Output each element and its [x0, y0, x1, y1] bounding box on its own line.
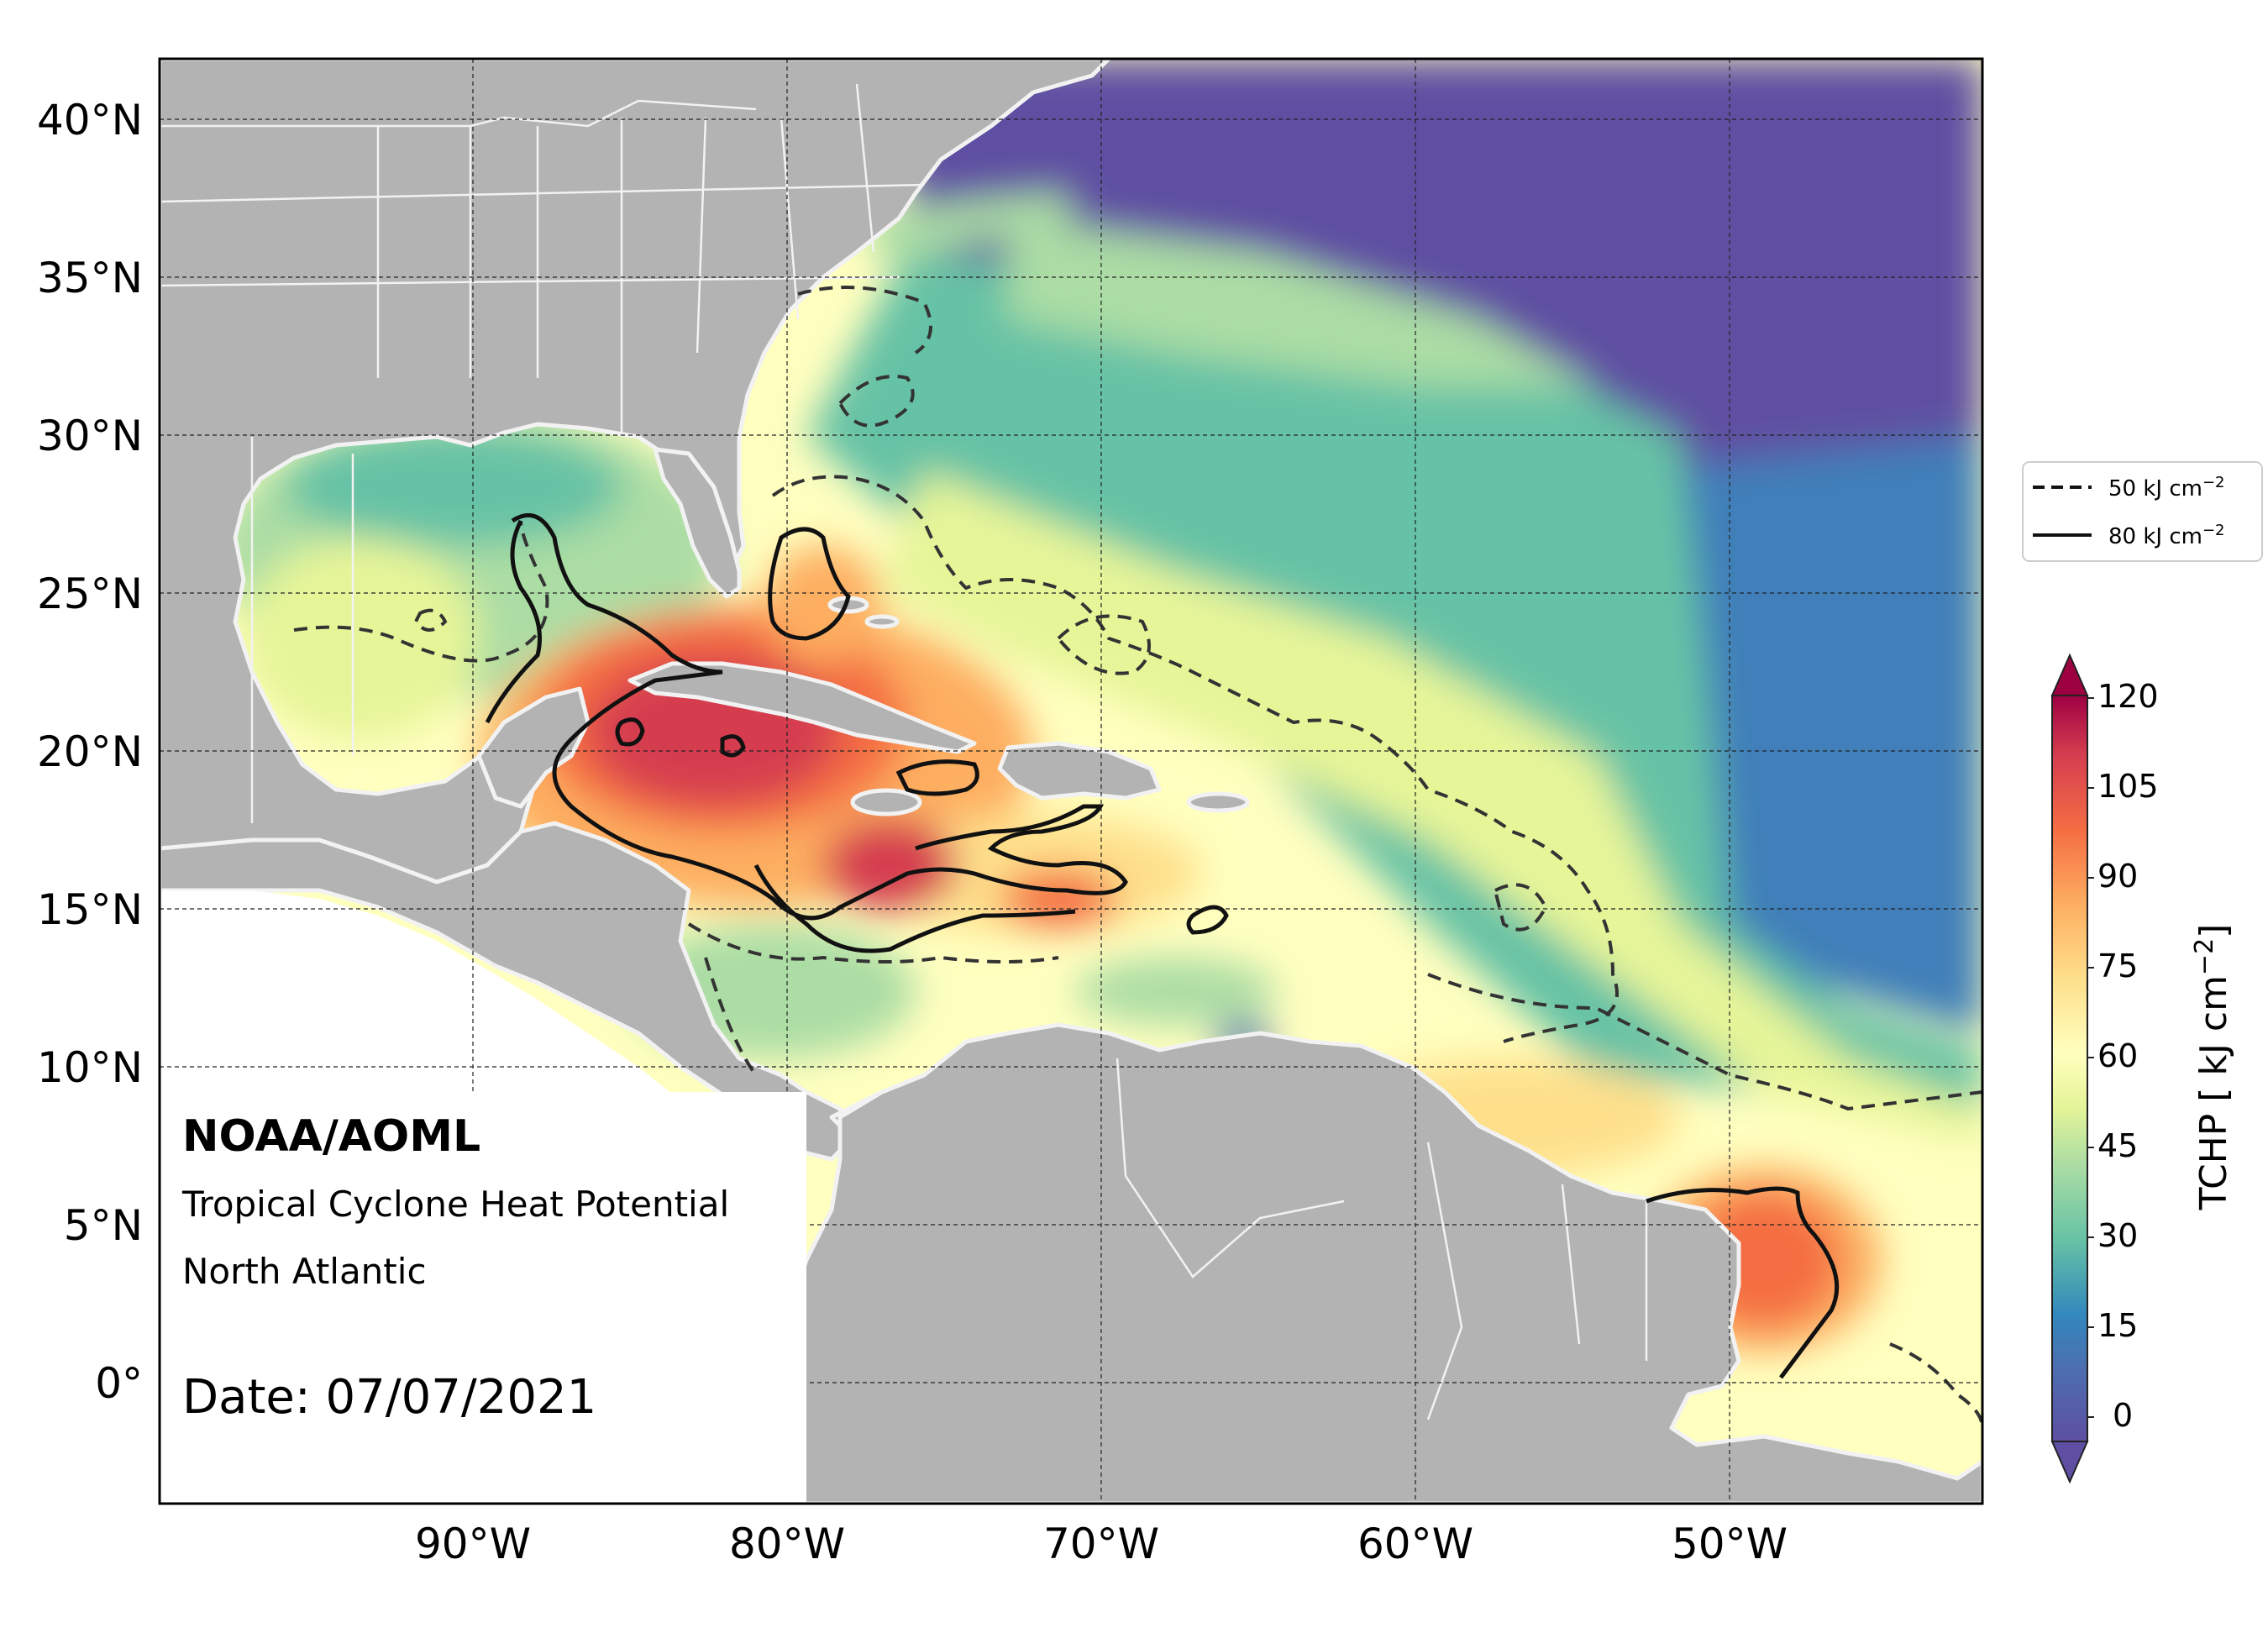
info-product: Tropical Cyclone Heat Potential [181, 1184, 729, 1225]
info-org: NOAA/AOML [182, 1111, 480, 1162]
lon-label: 70°W [1043, 1520, 1159, 1568]
contour-80 [485, 512, 1840, 1379]
political-borders [160, 83, 1648, 1420]
legend-label-50: 50 kJ cm−2 [2108, 474, 2225, 501]
lon-label: 60°W [1357, 1520, 1473, 1568]
lat-label: 5°N [64, 1201, 143, 1250]
colorbar-tick-label: 60 [2097, 1037, 2138, 1074]
colorbar-tick-label: 45 [2097, 1127, 2138, 1164]
colorbar-tick-label: 75 [2097, 948, 2138, 984]
contour-legend: 50 kJ cm−2 80 kJ cm−2 [2022, 461, 2263, 562]
cuba [627, 661, 977, 754]
colorbar-top-extend [2050, 653, 2089, 696]
info-box [160, 1092, 806, 1504]
colorbar-tick-label: 30 [2097, 1217, 2138, 1254]
info-date: Date: 07/07/2021 [182, 1370, 596, 1425]
puerto-rico [1186, 791, 1250, 813]
colorbar-tick-label: 15 [2097, 1307, 2138, 1344]
yucatan-peninsula [476, 686, 591, 809]
hispaniola [997, 741, 1162, 801]
lat-label: 40°N [37, 96, 143, 144]
jamaica [850, 788, 922, 816]
colorbar-ramp [2051, 695, 2088, 1442]
colorbar-bottom-extend [2050, 1441, 2089, 1484]
lon-label: 50°W [1672, 1520, 1788, 1568]
map-frame [158, 57, 1984, 1505]
lat-label: 30°N [37, 412, 143, 460]
legend-label-80: 80 kJ cm−2 [2108, 522, 2225, 549]
colorbar-tick-label: 0 [2113, 1397, 2133, 1434]
lat-label: 20°N [37, 727, 143, 776]
lon-label: 90°W [415, 1520, 531, 1568]
lon-axis-labels: 90°W 80°W 70°W 60°W 50°W [415, 1520, 1788, 1568]
lat-label: 25°N [37, 570, 143, 618]
map-panel [160, 59, 1982, 1504]
colorbar-tick-label: 120 [2097, 678, 2159, 715]
colorbar-tick-label: 90 [2097, 858, 2138, 895]
lat-label: 35°N [37, 254, 143, 302]
lat-axis-labels: 40°N 35°N 30°N 25°N 20°N 15°N 10°N 5°N 0… [37, 96, 143, 1408]
colorbar-title: TCHP [ kJ cm−2] [2190, 924, 2235, 1211]
lat-label: 0° [95, 1359, 143, 1408]
lon-label: 80°W [729, 1520, 845, 1568]
info-region: North Atlantic [182, 1251, 427, 1292]
florida [653, 447, 742, 599]
central-america [160, 821, 851, 1162]
colorbar: 120 105 90 75 60 45 30 15 0 TCHP [ kJ cm… [2050, 653, 2235, 1484]
lat-label: 10°N [37, 1043, 143, 1092]
tchp-field [218, 59, 1982, 1352]
colorbar-tick-label: 105 [2097, 768, 2159, 805]
lat-label: 15°N [37, 885, 143, 934]
